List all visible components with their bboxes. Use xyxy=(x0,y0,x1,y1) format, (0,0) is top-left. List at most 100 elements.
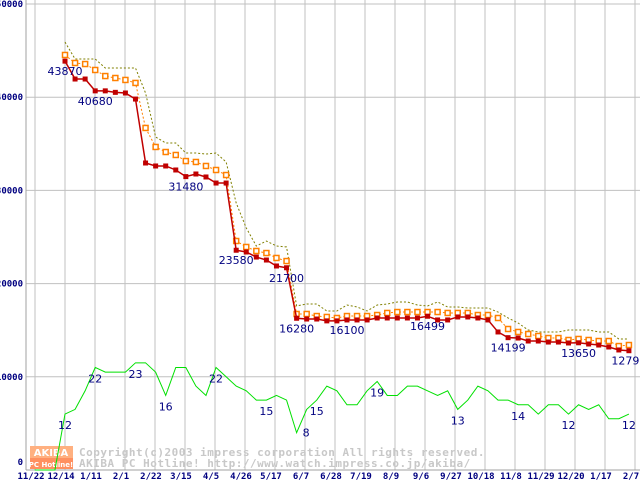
shop-count-data-label: 23 xyxy=(128,368,142,381)
data-point-average xyxy=(394,308,401,316)
data-point-lowest xyxy=(334,318,340,324)
data-point-average xyxy=(504,325,512,333)
data-point-lowest xyxy=(566,340,571,346)
data-point-lowest xyxy=(233,247,239,253)
data-point-average xyxy=(484,311,492,319)
logo-top-box xyxy=(30,446,73,458)
data-point-average xyxy=(514,328,522,336)
x-tick-label: 1/11 xyxy=(80,472,102,480)
data-point-average xyxy=(263,249,270,257)
price-data-label: 23580 xyxy=(219,254,254,267)
shop-count-data-label: 14 xyxy=(511,410,525,423)
shop-count-data-label: 8 xyxy=(303,427,310,440)
data-point-lowest xyxy=(364,317,370,323)
x-tick-label: 8/9 xyxy=(383,472,399,480)
series-line-highest xyxy=(64,41,629,340)
data-point-lowest xyxy=(203,174,209,180)
data-point-average xyxy=(162,148,169,156)
x-axis-ticks: 11/22 12/14 1/11 2/1 2/22 3/15 4/5 4/26 5/17 6/7 6… xyxy=(17,472,639,480)
price-data-label: 16100 xyxy=(329,324,364,337)
data-point-average xyxy=(383,309,391,317)
x-tick-label: 2/1 xyxy=(113,472,129,480)
price-data-label: 12799 xyxy=(611,355,640,368)
data-point-lowest xyxy=(284,265,290,271)
price-data-label: 31480 xyxy=(168,181,203,194)
data-point-average xyxy=(625,341,633,349)
data-point-lowest xyxy=(193,171,199,177)
price-data-label: 16499 xyxy=(410,320,445,333)
data-point-lowest xyxy=(132,96,138,102)
data-point-lowest xyxy=(485,317,491,323)
x-tick-label: 12/14 xyxy=(47,472,75,480)
data-point-average xyxy=(222,171,230,179)
series-line-lowest xyxy=(64,60,629,352)
series-layer xyxy=(34,41,633,471)
data-point-lowest xyxy=(394,315,400,321)
x-tick-label: 10/18 xyxy=(467,472,494,480)
x-tick-label: 11/8 xyxy=(500,472,522,480)
price-data-label: 43870 xyxy=(48,65,83,78)
data-point-average xyxy=(182,157,190,165)
data-point-lowest xyxy=(153,163,159,169)
data-point-lowest xyxy=(495,329,501,335)
copyright-text: Copyright(c)2003 impress corporation All… xyxy=(79,446,485,459)
y-axis-ticks: 0 10000 20000 30000 40000 50000 xyxy=(0,0,23,468)
data-point-average xyxy=(434,308,441,316)
data-point-lowest xyxy=(586,341,592,347)
shop-count-data-label: 12 xyxy=(58,419,72,432)
y-tick-label: 40000 xyxy=(0,93,23,103)
data-point-lowest xyxy=(606,344,612,350)
data-point-average xyxy=(202,162,210,170)
shop-count-data-label: 15 xyxy=(310,405,324,418)
data-point-average xyxy=(122,76,129,84)
x-tick-label: 3/15 xyxy=(170,472,192,480)
data-point-average xyxy=(253,247,260,255)
shop-count-data-label: 12 xyxy=(562,419,576,432)
x-tick-label: 6/7 xyxy=(293,472,309,480)
data-point-lowest xyxy=(404,315,410,321)
shop-count-data-label: 15 xyxy=(259,405,273,418)
shop-count-data-label: 22 xyxy=(88,372,102,385)
logo-top-text: AKIBA xyxy=(34,448,69,459)
x-tick-label: 11/22 xyxy=(17,472,44,480)
series-line-shop-count xyxy=(34,362,630,471)
data-point-lowest xyxy=(122,90,128,96)
data-point-lowest xyxy=(102,88,108,94)
data-point-lowest xyxy=(455,314,461,320)
data-point-lowest xyxy=(304,316,310,322)
x-tick-label: 9/27 xyxy=(440,472,462,480)
x-tick-label: 7/19 xyxy=(350,472,372,480)
data-point-lowest xyxy=(354,317,360,323)
data-point-average xyxy=(81,60,89,68)
x-tick-label: 2/22 xyxy=(140,472,162,480)
data-labels: 43870 40680 31480 23580 21700 16280 16100 16499… xyxy=(48,65,640,440)
data-point-lowest xyxy=(273,263,279,269)
data-point-lowest xyxy=(555,339,561,345)
price-data-label: 40680 xyxy=(78,95,113,108)
data-point-lowest xyxy=(414,315,420,321)
x-tick-label: 9/6 xyxy=(413,472,429,480)
shop-count-data-label: 16 xyxy=(159,400,173,413)
y-tick-label: 50000 xyxy=(0,0,23,10)
data-point-lowest xyxy=(263,257,269,263)
data-point-lowest xyxy=(465,314,471,320)
data-point-average xyxy=(142,124,149,132)
data-point-average xyxy=(283,257,290,265)
data-point-lowest xyxy=(425,313,431,319)
data-point-average xyxy=(605,337,613,345)
data-point-average xyxy=(303,310,310,318)
data-point-average xyxy=(71,59,79,67)
price-data-label: 16280 xyxy=(279,322,314,335)
x-tick-label: 4/5 xyxy=(203,472,219,480)
data-point-lowest xyxy=(243,249,249,255)
logo-bottom-box xyxy=(30,458,73,469)
data-point-average xyxy=(524,330,532,338)
data-point-average xyxy=(273,254,280,262)
shop-count-data-label: 12 xyxy=(622,419,636,432)
y-tick-label: 0 xyxy=(18,458,23,468)
y-tick-label: 30000 xyxy=(0,186,23,196)
data-point-lowest xyxy=(183,174,189,180)
data-point-average xyxy=(414,308,421,316)
data-point-average xyxy=(494,314,502,322)
data-point-average xyxy=(192,158,200,166)
